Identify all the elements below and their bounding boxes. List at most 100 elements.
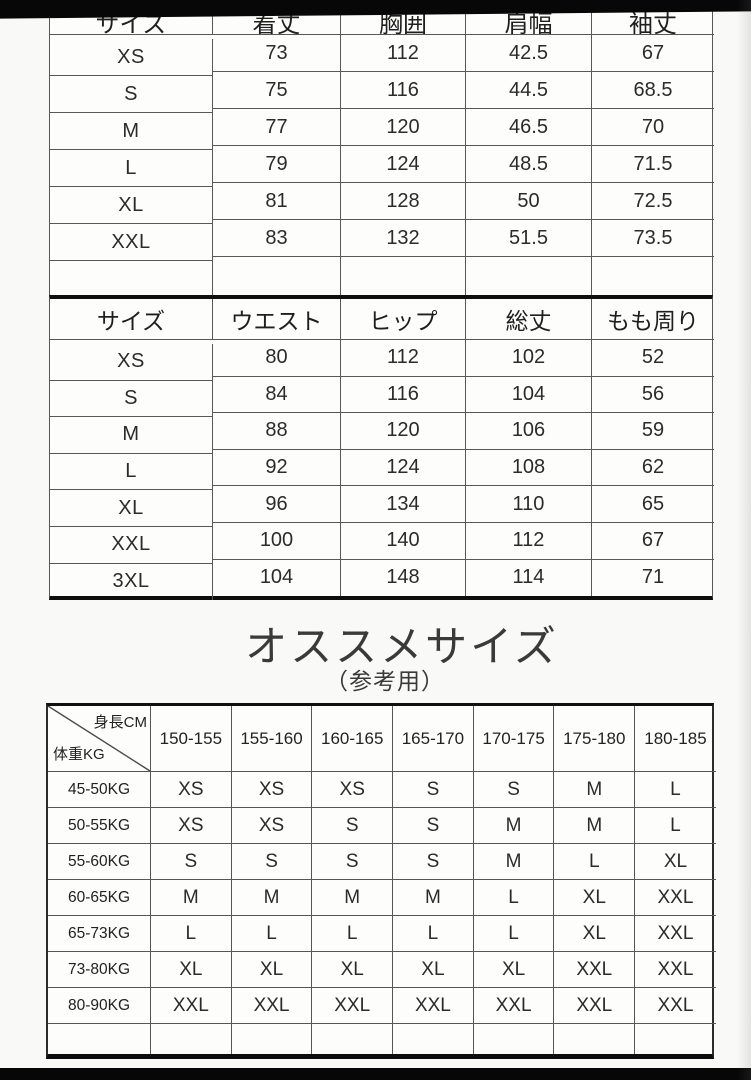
tops-value-cell: 48.5 (466, 146, 592, 183)
matrix-weight-label: 65-73KG (48, 916, 151, 952)
bottoms-value-cell: 112 (341, 340, 466, 377)
tops-value-cell: 128 (341, 183, 466, 220)
matrix-size-cell: XXL (231, 988, 313, 1024)
matrix-height-header: 155-160 (231, 706, 313, 772)
matrix-size-cell: XXL (635, 880, 716, 916)
bottoms-value-cell: 106 (466, 413, 592, 450)
matrix-size-cell: L (473, 880, 555, 916)
matrix-size-cell: M (151, 880, 232, 916)
matrix-size-cell: XL (554, 880, 636, 916)
corner-weight-label: 体重KG (53, 746, 105, 763)
tops-value-cell: 73 (213, 35, 341, 72)
bottoms-value-cell: 67 (592, 523, 714, 560)
tops-header-length: 着丈 (213, 0, 341, 35)
bottoms-header-waist: ウエスト (213, 299, 341, 340)
matrix-size-cell: M (393, 880, 474, 916)
bottoms-size-label: XXL (50, 526, 213, 564)
tops-value-cell: 116 (341, 72, 466, 109)
matrix-weight-label: 55-60KG (48, 844, 151, 880)
matrix-size-cell: XL (635, 844, 716, 880)
tops-value-cell: 42.5 (466, 35, 592, 72)
matrix-size-cell: S (393, 772, 474, 808)
matrix-size-cell: XS (312, 772, 394, 808)
matrix-height-header: 165-170 (393, 706, 474, 772)
matrix-weight-label: 73-80KG (48, 952, 151, 988)
bottoms-value-cell: 116 (341, 376, 466, 414)
tops-value-cell: 124 (341, 146, 466, 183)
matrix-weight-label: 60-65KG (48, 880, 151, 916)
tops-value-cell: 77 (213, 109, 341, 146)
bottoms-value-cell: 104 (466, 376, 592, 414)
matrix-size-cell: M (554, 772, 636, 808)
matrix-height-header: 170-175 (473, 706, 555, 772)
matrix-size-cell: S (312, 844, 394, 880)
matrix-size-cell: L (635, 772, 716, 808)
bottoms-header-thigh: もも周り (592, 299, 714, 340)
matrix-size-cell: XXL (393, 988, 474, 1024)
matrix-size-cell: M (473, 844, 555, 880)
tops-value-cell: 75 (213, 72, 341, 109)
tops-empty-cell (466, 257, 592, 295)
tops-size-table: サイズ 着丈 胸囲 肩幅 袖丈 XS 73 112 42.5 67 S 75 1… (49, 0, 714, 295)
bottoms-size-label: XS (50, 344, 213, 381)
bottoms-value-cell: 88 (213, 413, 341, 450)
bottoms-value-cell: 134 (341, 486, 466, 523)
matrix-size-cell: L (554, 844, 636, 880)
matrix-corner-cell: 身長CM 体重KG (48, 706, 151, 772)
tops-value-cell: 50 (466, 183, 592, 220)
tops-value-cell: 132 (341, 220, 466, 257)
matrix-size-cell: L (473, 916, 555, 952)
tops-size-label: S (50, 76, 213, 113)
tops-empty-cell (213, 257, 341, 295)
bottoms-value-cell: 140 (341, 522, 466, 560)
matrix-size-cell: XXL (554, 988, 636, 1024)
bottoms-size-label: L (50, 453, 213, 491)
matrix-height-header: 180-185 (635, 706, 716, 772)
corner-height-label: 身長CM (93, 714, 147, 731)
matrix-size-cell: M (473, 808, 555, 844)
tops-size-label: L (50, 150, 213, 187)
bottoms-value-cell: 120 (341, 413, 466, 450)
matrix-empty-cell (554, 1024, 636, 1054)
tops-value-cell: 70 (592, 109, 714, 146)
matrix-empty-cell (635, 1024, 716, 1054)
matrix-size-cell: XL (554, 916, 636, 952)
matrix-size-cell: L (231, 916, 313, 952)
tops-header-shoulder: 肩幅 (466, 0, 592, 35)
tops-size-label: M (50, 113, 213, 150)
diagonal-divider (48, 706, 150, 771)
matrix-size-cell: XS (231, 808, 313, 844)
bottoms-value-cell: 114 (466, 559, 592, 597)
tops-size-label: XL (50, 187, 213, 224)
tops-value-cell: 79 (213, 146, 341, 183)
bottoms-value-cell: 102 (466, 340, 592, 377)
matrix-size-cell: M (231, 880, 313, 916)
bottoms-size-label: XL (50, 490, 213, 527)
matrix-empty-cell (393, 1024, 474, 1054)
tops-size-label: XS (50, 39, 213, 76)
tops-value-cell: 120 (341, 109, 466, 146)
matrix-size-cell: M (312, 880, 394, 916)
matrix-size-cell: XS (151, 772, 232, 808)
matrix-size-cell: S (151, 844, 232, 880)
bottoms-size-label: S (50, 380, 213, 418)
bottoms-value-cell: 96 (213, 486, 341, 523)
tops-value-cell: 44.5 (466, 72, 592, 109)
matrix-height-header: 160-165 (312, 706, 394, 772)
matrix-size-cell: L (312, 916, 394, 952)
matrix-size-cell: XXL (635, 916, 716, 952)
matrix-size-cell: XXL (473, 988, 555, 1024)
matrix-size-cell: XS (151, 808, 232, 844)
tops-empty-cell (341, 257, 466, 295)
matrix-size-cell: XXL (554, 952, 636, 988)
matrix-size-cell: XS (231, 772, 313, 808)
matrix-weight-label: 45-50KG (48, 772, 151, 808)
bottoms-value-cell: 84 (213, 376, 341, 414)
matrix-weight-label: 50-55KG (48, 808, 151, 844)
bottoms-value-cell: 92 (213, 449, 341, 487)
bottoms-size-label: M (50, 417, 213, 454)
matrix-empty-cell (232, 1024, 313, 1054)
bottoms-value-cell: 62 (592, 450, 714, 487)
bottoms-size-table: サイズ ウエスト ヒップ 総丈 もも周り XS 80 112 102 52 S … (49, 295, 714, 601)
